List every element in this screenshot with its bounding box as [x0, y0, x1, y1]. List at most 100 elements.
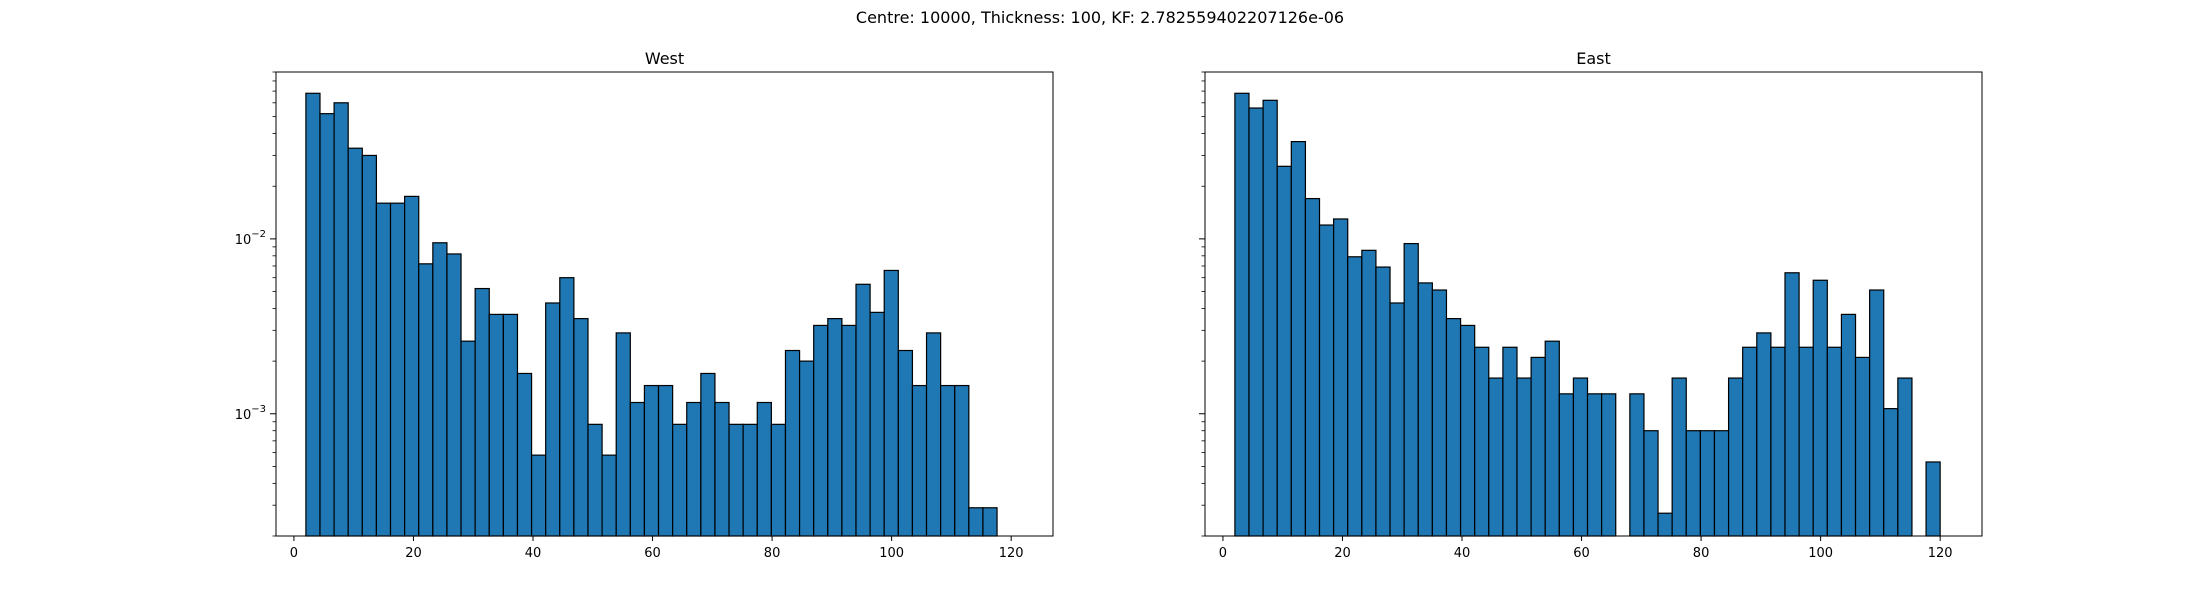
- histogram-bar: [1304, 197, 1321, 537]
- histogram-bar: [601, 454, 617, 537]
- x-tick-label: 80: [764, 546, 781, 561]
- histogram-bar: [1488, 377, 1504, 537]
- histogram-bar: [1883, 408, 1899, 537]
- histogram-bar: [460, 340, 476, 537]
- histogram-bar: [389, 202, 406, 537]
- histogram-bar: [1826, 346, 1843, 537]
- histogram-bar: [1643, 430, 1659, 537]
- y-tick-label: 10−3: [235, 404, 266, 423]
- histogram-bar: [446, 253, 462, 537]
- x-tick-label: 20: [1334, 546, 1351, 561]
- x-tick-label: 60: [1573, 546, 1590, 561]
- subplot-title: East: [1576, 49, 1611, 68]
- histogram-bar: [587, 423, 603, 537]
- histogram-bar: [1445, 318, 1462, 537]
- histogram-bar: [1925, 461, 1941, 537]
- histogram-bar: [1713, 430, 1730, 537]
- histogram-bar: [1784, 272, 1800, 537]
- histogram-bar: [333, 102, 349, 537]
- histogram-bar: [1389, 302, 1405, 537]
- subplot-west: 0 20 40 60 80 100 120 10−3 10−2 West: [235, 49, 1054, 561]
- histogram-bar: [1276, 165, 1292, 537]
- histogram-bar: [756, 401, 772, 537]
- histogram-bar: [1516, 377, 1532, 537]
- histogram-bar: [968, 507, 984, 537]
- histogram-bar: [347, 147, 363, 537]
- histogram-bar: [1854, 356, 1871, 537]
- histogram-bar: [1375, 266, 1391, 537]
- histogram-bar: [1544, 340, 1560, 537]
- histogram-bar: [1417, 282, 1433, 537]
- histogram-bar: [432, 242, 448, 537]
- histogram-bar: [982, 507, 998, 537]
- histogram-bar: [1234, 92, 1250, 537]
- histogram-bar: [855, 283, 871, 537]
- x-tick-label: 20: [405, 546, 422, 561]
- histogram-bar: [545, 302, 561, 537]
- histogram-bar: [1403, 242, 1419, 537]
- bar-series: [305, 92, 998, 537]
- histogram-bar: [1502, 346, 1518, 537]
- histogram-bar: [1756, 332, 1772, 537]
- x-tick-label: 120: [1928, 546, 1953, 561]
- histogram-bar: [1572, 377, 1589, 537]
- x-tick-label: 120: [999, 546, 1024, 561]
- histogram-bar: [530, 454, 547, 537]
- x-tick-label: 40: [525, 546, 542, 561]
- histogram-bar: [488, 313, 504, 537]
- histogram-bar: [657, 384, 674, 537]
- x-tick-label: 80: [1693, 546, 1710, 561]
- histogram-bar: [798, 360, 815, 537]
- histogram-bar: [1558, 393, 1575, 537]
- histogram-bar: [1742, 346, 1758, 537]
- histogram-bar: [742, 423, 758, 537]
- x-tick-label: 0: [1219, 546, 1227, 561]
- bar-series: [1234, 92, 1941, 537]
- histogram-bar: [770, 423, 787, 537]
- histogram-bar: [1586, 393, 1603, 537]
- x-tick-label: 0: [290, 546, 298, 561]
- histogram-bar: [925, 332, 942, 537]
- histogram-bar: [1869, 289, 1885, 537]
- histogram-bar: [784, 349, 801, 537]
- histogram-bar: [1347, 256, 1363, 537]
- histogram-bar: [1657, 512, 1673, 537]
- histogram-bar: [573, 318, 589, 537]
- histogram-bar: [361, 154, 378, 537]
- subplot-east: 0 20 40 60 80 100 120 East: [1199, 49, 1983, 561]
- histogram-bar: [375, 202, 392, 537]
- histogram-bar: [954, 384, 970, 537]
- histogram-bar: [1601, 393, 1617, 537]
- histogram-bar: [841, 324, 857, 537]
- histogram-bar: [672, 423, 688, 537]
- histogram-bar: [1474, 346, 1490, 537]
- histogram-bar: [714, 401, 730, 537]
- histogram-bar: [1685, 430, 1701, 537]
- axes-frame: [275, 71, 1054, 537]
- histogram-bar: [516, 372, 533, 537]
- histogram-bar: [883, 269, 899, 537]
- y-tick-label: 10−2: [235, 229, 266, 248]
- histogram-bar: [474, 287, 490, 537]
- histogram-bar: [1459, 324, 1476, 537]
- histogram-bar: [1629, 393, 1645, 537]
- histogram-bar: [897, 349, 914, 537]
- histogram-bar: [1897, 377, 1913, 537]
- histogram-bar: [1671, 377, 1687, 537]
- histogram-bar: [615, 332, 631, 537]
- histogram-bar: [1770, 346, 1786, 537]
- histogram-bar: [940, 384, 956, 537]
- histogram-bar: [1361, 249, 1377, 537]
- x-tick-label: 100: [879, 546, 904, 561]
- histogram-bar: [559, 277, 575, 537]
- x-tick-label: 60: [644, 546, 661, 561]
- histogram-bar: [404, 195, 420, 537]
- axes-frame: [1204, 71, 1983, 537]
- histogram-bar: [911, 384, 928, 537]
- x-tick-label: 100: [1808, 546, 1833, 561]
- histogram-bar: [629, 401, 646, 537]
- figure-suptitle: Centre: 10000, Thickness: 100, KF: 2.782…: [855, 8, 1345, 27]
- histogram-bar: [728, 423, 744, 537]
- histogram-bar: [1431, 289, 1448, 537]
